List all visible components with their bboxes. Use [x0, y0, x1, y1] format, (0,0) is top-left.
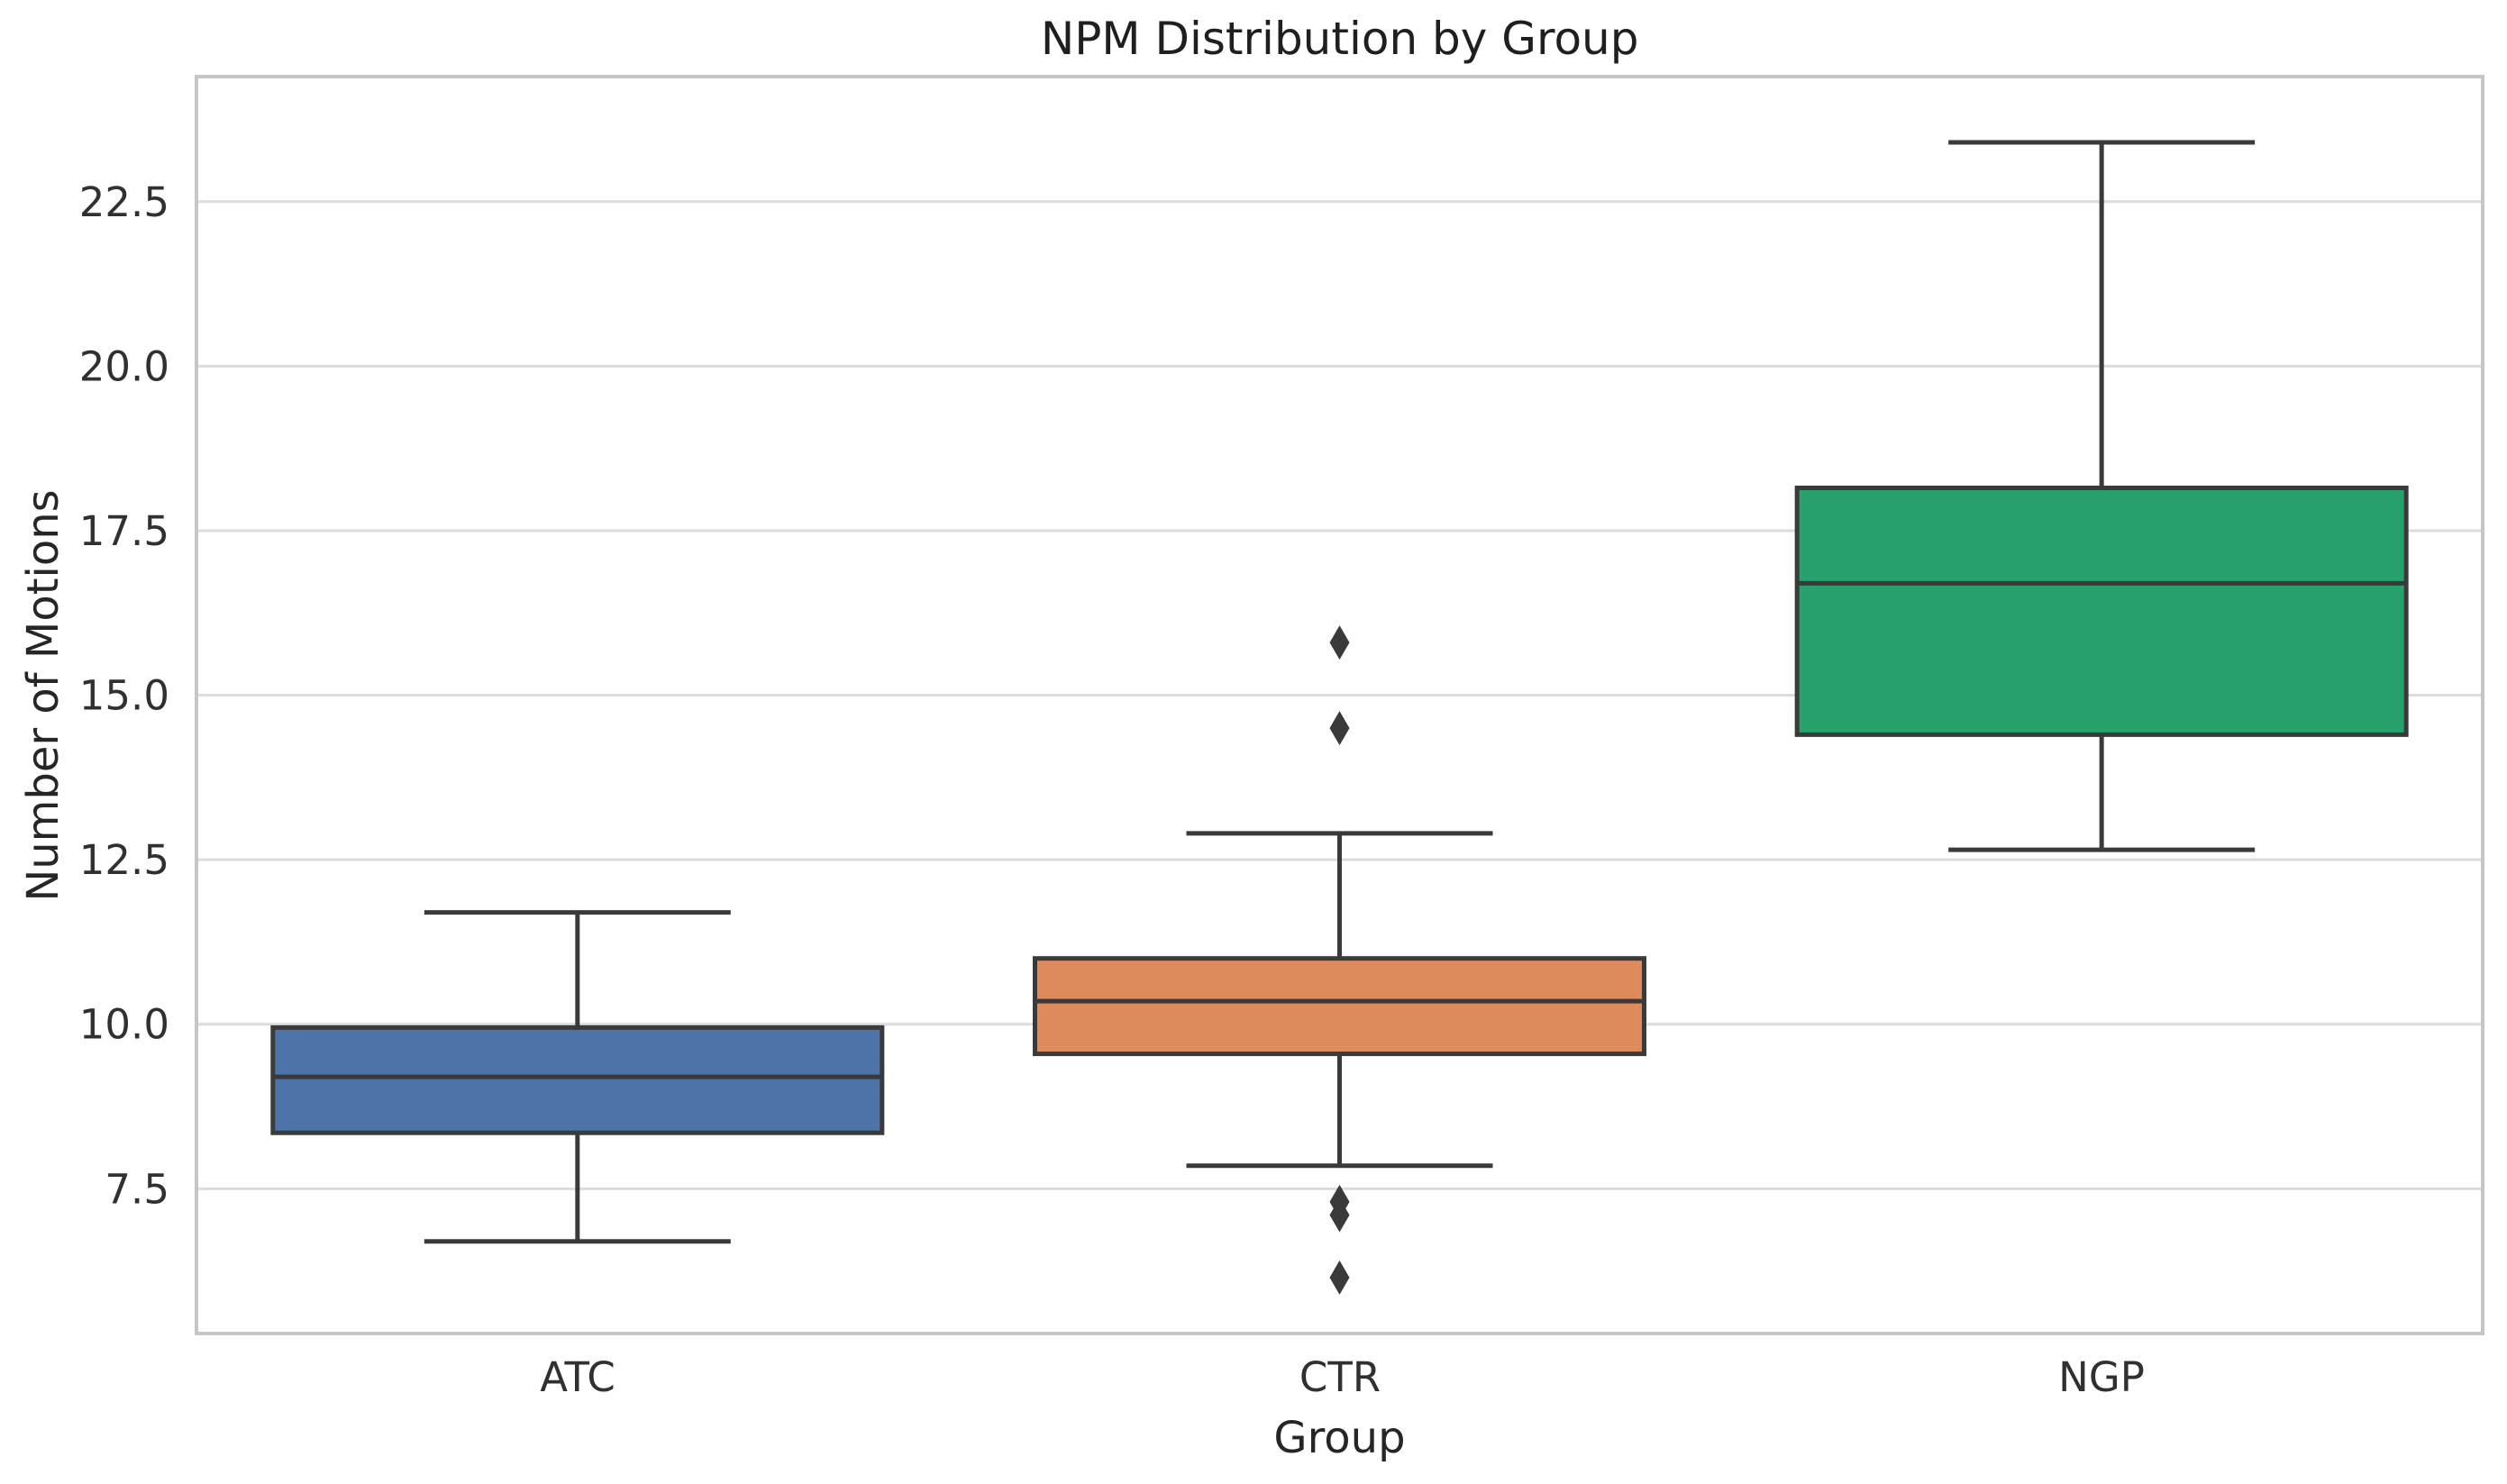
outlier-point-CTR — [1329, 1260, 1350, 1295]
box-ATC — [270, 1024, 885, 1135]
axes-frame — [195, 75, 2484, 1335]
outlier-point-CTR — [1329, 711, 1350, 746]
y-tick-label: 7.5 — [105, 1165, 169, 1213]
outlier-point-CTR — [1329, 625, 1350, 660]
chart-title: NPM Distribution by Group — [1040, 13, 1639, 65]
x-tick-label-ngp: NGP — [2058, 1353, 2145, 1401]
x-tick-label-atc: ATC — [540, 1353, 615, 1401]
x-axis-label: Group — [1273, 1413, 1406, 1463]
y-tick-label: 12.5 — [79, 836, 169, 884]
y-tick-label: 15.0 — [79, 672, 169, 720]
outlier-point-CTR — [1329, 1197, 1350, 1233]
x-tick-label-ctr: CTR — [1299, 1353, 1381, 1401]
y-tick-label: 22.5 — [79, 178, 169, 226]
y-tick-label: 10.0 — [79, 1001, 169, 1049]
y-tick-label: 20.0 — [79, 342, 169, 390]
box-NGP — [1794, 485, 2409, 737]
y-tick-label: 17.5 — [79, 507, 169, 555]
box-CTR — [1033, 956, 1646, 1057]
